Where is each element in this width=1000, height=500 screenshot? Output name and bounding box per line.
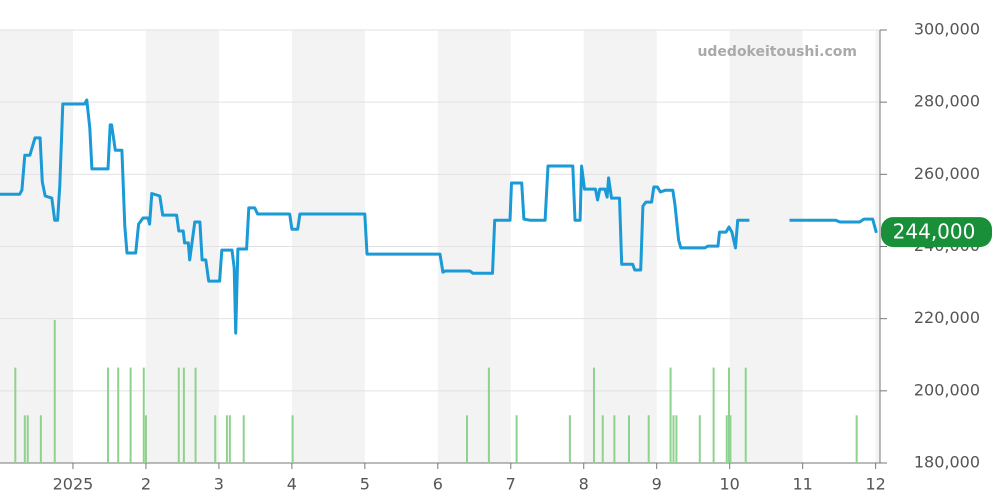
price-line (0, 98, 878, 335)
y-tick-label: 260,000 (914, 164, 980, 183)
volume-bar (228, 415, 231, 463)
x-tick-label: 10 (720, 475, 740, 494)
volume-bar (568, 415, 571, 463)
y-tick-label: 180,000 (914, 453, 980, 472)
x-tick-label: 4 (287, 475, 297, 494)
x-tick-label: 8 (579, 475, 589, 494)
y-tick-label: 280,000 (914, 92, 980, 111)
x-tick-label: 6 (433, 475, 443, 494)
grid: 180,000200,000220,000240,000260,000280,0… (0, 20, 980, 494)
volume-bar (675, 415, 678, 463)
x-tick-label: 3 (214, 475, 224, 494)
y-tick-label: 220,000 (914, 308, 980, 327)
volume-bar (177, 367, 180, 463)
volume-bar (26, 415, 29, 463)
x-tick-label: 2025 (53, 475, 94, 494)
volume-bar (214, 415, 217, 463)
volume-bar (53, 319, 56, 463)
volume-bar (601, 415, 604, 463)
volume-bar (14, 367, 17, 463)
volume-bar (194, 367, 197, 463)
watermark: udedokeitoushi.com (697, 44, 857, 60)
x-tick-label: 2 (141, 475, 151, 494)
volume-bar (23, 415, 26, 463)
volume-bar (712, 367, 715, 463)
volume-bar (592, 367, 595, 463)
x-tick-label: 11 (792, 475, 812, 494)
volume-bar (225, 415, 228, 463)
volume-bar (487, 367, 490, 463)
last-price-badge (881, 217, 992, 248)
y-tick-label: 300,000 (914, 20, 980, 39)
volume-bar (744, 367, 747, 463)
volume-bar (698, 415, 701, 463)
x-tick-label: 5 (360, 475, 370, 494)
volume-bar (129, 367, 132, 463)
volume-bar (729, 415, 732, 463)
plot: 244,000 (0, 98, 992, 335)
volume-bar (465, 415, 468, 463)
volume-bar (39, 415, 42, 463)
last-price-label: 244,000 (893, 220, 976, 244)
volume-bar (515, 415, 518, 463)
volume-bar (242, 415, 245, 463)
volume-bars (14, 319, 858, 463)
volume-bar (669, 367, 672, 463)
x-tick-label: 7 (506, 475, 516, 494)
volume-bar (647, 415, 650, 463)
volume-bar (144, 415, 147, 463)
volume-bar (291, 415, 294, 463)
volume-bar (855, 415, 858, 463)
volume-bar (725, 415, 728, 463)
volume-bar (117, 367, 120, 463)
volume-bar (106, 367, 109, 463)
volume-bar (142, 367, 145, 463)
volume-bar (613, 415, 616, 463)
y-tick-label: 200,000 (914, 380, 980, 399)
x-tick-label: 12 (865, 475, 885, 494)
volume-bar (627, 415, 630, 463)
volume-bar (672, 415, 675, 463)
volume-bar (727, 367, 730, 463)
volume-bar (182, 367, 185, 463)
x-tick-label: 9 (652, 475, 662, 494)
